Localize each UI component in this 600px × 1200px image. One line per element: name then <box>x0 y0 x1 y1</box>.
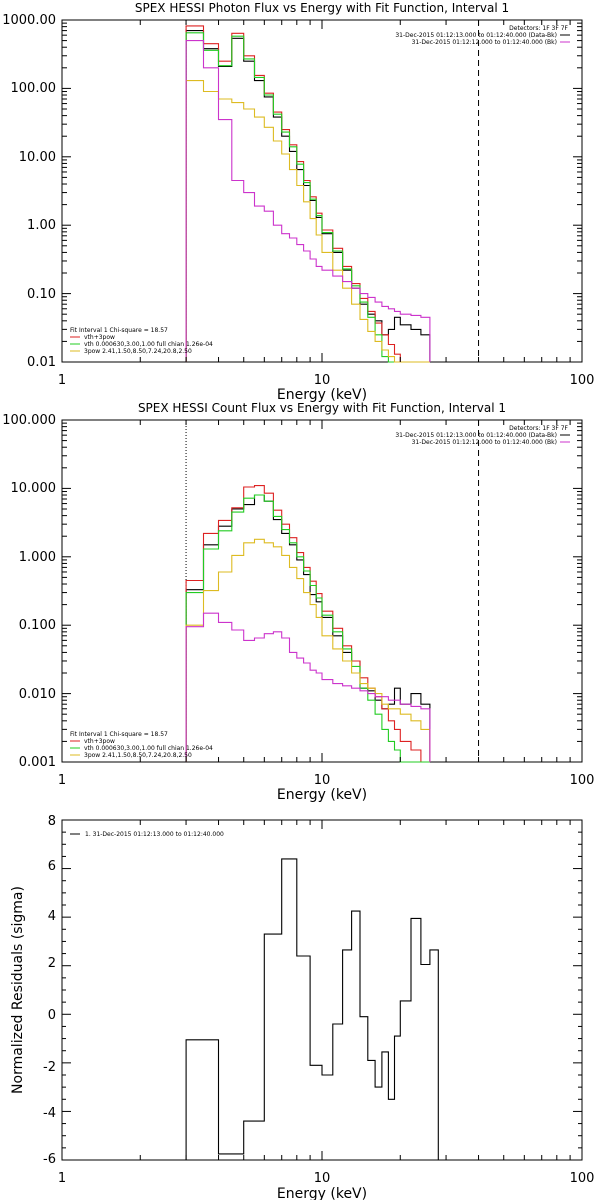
panel2-fit-label-1: vth 0.000630,3.00,1.00 full chian 1.26e-… <box>84 745 213 752</box>
panel1-xtick-2: 100 <box>570 373 595 388</box>
panel1-legend-data-bk: 31-Dec-2015 01:12:13.000 to 01:12:40.000… <box>395 32 557 39</box>
panel1-ticks <box>61 20 582 363</box>
panel2-xtick-2: 100 <box>570 773 595 788</box>
p1-axes-frame <box>61 19 583 363</box>
panel1-ytick-2: 1.00 <box>27 218 56 233</box>
panel-count-flux: SPEX HESSI Count Flux vs Energy with Fit… <box>2 401 594 803</box>
panel1-ytick-1: 0.10 <box>27 287 56 302</box>
panel3-legend-label: 1. 31-Dec-2015 01:12:13.000 to 01:12:40.… <box>85 831 224 838</box>
p1-series-1 <box>185 25 430 363</box>
panel2-detectors-label: Detectors: 1F 3F 7F <box>509 425 568 432</box>
panel1-fit-label-1: vth 0.000630,3.00,1.00 full chian 1.26e-… <box>84 341 213 348</box>
p3-axes-frame <box>61 819 583 1161</box>
p2-series-4 <box>185 612 431 762</box>
panel1-fit-label-2: 3pow 2.41,1.50,8.50,7.24,20.8,2.50 <box>84 348 192 355</box>
panel2-ytick-4: 10.000 <box>11 481 57 496</box>
panel1-plot-area <box>61 19 583 363</box>
panel1-legend-bk: 31-Dec-2015 01:12:12.000 to 01:12:40.000… <box>412 39 557 46</box>
panel3-ticks <box>61 819 582 1161</box>
panel3-ytick-4: 2 <box>48 956 56 971</box>
panel2-xtick-0: 1 <box>58 773 66 788</box>
p1-series-2 <box>185 32 430 363</box>
p2-axes-frame <box>61 419 583 763</box>
panel1-fit-label-0: vth+3pow <box>84 334 115 341</box>
panel3-xlabel: Energy (keV) <box>277 1186 367 1200</box>
panel1-fit-header: Fit Interval 1 Chi-square = 18.57 <box>70 327 168 334</box>
panel2-legend-data-bk: 31-Dec-2015 01:12:13.000 to 01:12:40.000… <box>395 432 557 439</box>
panel2-ytick-0: 0.001 <box>19 755 56 770</box>
panel2-fit-label-0: vth+3pow <box>84 738 115 745</box>
panel2-ticks <box>61 420 582 763</box>
panel2-ytick-1: 0.010 <box>19 687 56 702</box>
panel3-xtick-1: 10 <box>314 1171 331 1186</box>
p1-series-3 <box>185 80 430 363</box>
panel1-ytick-5: 1000.00 <box>2 13 56 28</box>
panel3-ytick-6: 6 <box>48 859 56 874</box>
panel3-ytick-1: -4 <box>43 1106 56 1121</box>
panel2-xlabel: Energy (keV) <box>277 787 367 803</box>
p1-series-0 <box>185 30 431 362</box>
panel1-xlabel: Energy (keV) <box>277 387 367 403</box>
panel2-plot-area <box>61 419 583 763</box>
panel3-xtick-0: 1 <box>58 1171 66 1186</box>
panel3-ytick-2: -2 <box>43 1060 56 1075</box>
panel1-detectors-label: Detectors: 1F 3F 7F <box>509 25 568 32</box>
panel2-fit-label-2: 3pow 2.41,1.50,8.50,7.24,20.8,2.50 <box>84 752 192 759</box>
panel3-plot-area <box>61 819 583 1161</box>
panel2-ytick-3: 1.000 <box>19 550 56 565</box>
p1-series-4 <box>185 40 431 362</box>
panel1-ytick-3: 10.00 <box>19 150 56 165</box>
p3-series-0 <box>185 858 439 1160</box>
p2-series-3 <box>185 538 431 762</box>
panel3-ytick-5: 4 <box>48 909 56 924</box>
panel1-xtick-1: 10 <box>314 373 331 388</box>
panel-residuals: -6 -4 -2 0 2 4 6 8 1 10 100 Energy (keV)… <box>10 814 594 1200</box>
panel3-xtick-2: 100 <box>570 1171 595 1186</box>
p2-series-1 <box>185 485 430 763</box>
panel1-ytick-0: 0.01 <box>27 355 56 370</box>
panel2-ytick-5: 100.000 <box>2 413 56 428</box>
panel1-ytick-4: 100.00 <box>11 81 57 96</box>
panel3-ylabel: Normalized Residuals (sigma) <box>10 886 26 1094</box>
panel2-fit-header: Fit Interval 1 Chi-square = 18.57 <box>70 731 168 738</box>
panel3-ytick-3: 0 <box>48 1008 56 1023</box>
panel2-xtick-1: 10 <box>314 773 331 788</box>
panel2-ytick-2: 0.100 <box>19 618 56 633</box>
panel2-legend-bk: 31-Dec-2015 01:12:12.000 to 01:12:40.000… <box>412 439 557 446</box>
panel2-title: SPEX HESSI Count Flux vs Energy with Fit… <box>138 401 506 415</box>
p2-series-2 <box>185 494 430 763</box>
panel1-title: SPEX HESSI Photon Flux vs Energy with Fi… <box>135 1 509 15</box>
panel3-ytick-7: 8 <box>48 814 56 829</box>
panel-photon-flux: SPEX HESSI Photon Flux vs Energy with Fi… <box>2 1 594 403</box>
panel3-ytick-0: -6 <box>43 1152 56 1167</box>
panel1-xtick-0: 1 <box>58 373 66 388</box>
p2-series-0 <box>185 494 431 762</box>
